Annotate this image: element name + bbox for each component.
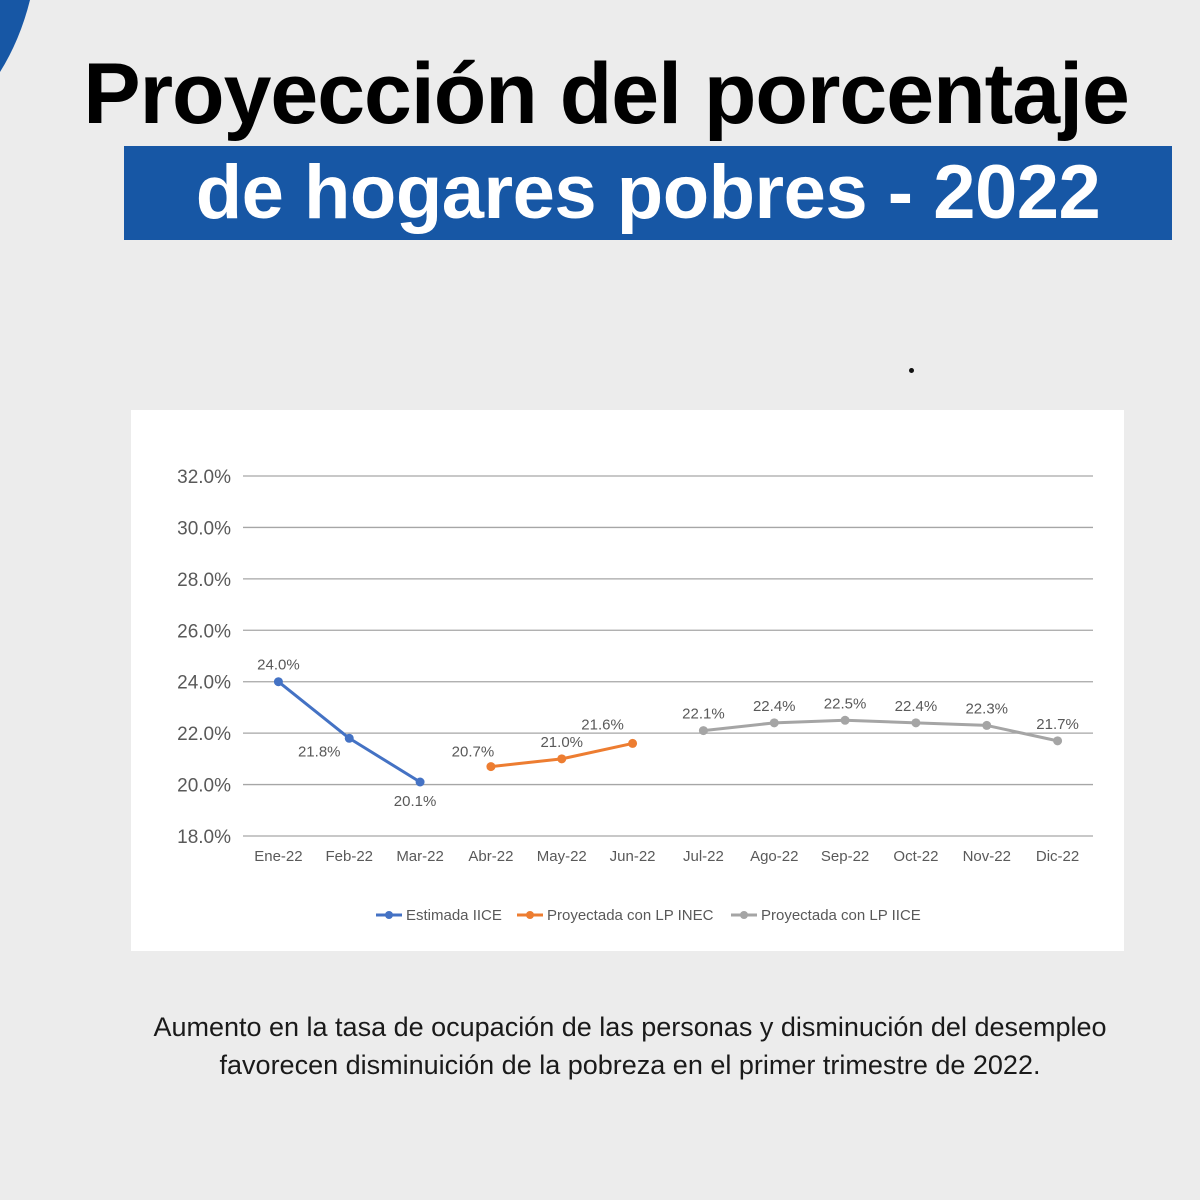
x-tick-label: Jun-22: [610, 848, 656, 865]
y-tick-label: 26.0%: [177, 621, 231, 642]
y-tick-label: 24.0%: [177, 673, 231, 694]
x-tick-label: Jul-22: [683, 848, 724, 865]
x-tick-label: Mar-22: [396, 848, 444, 865]
x-tick-label: Ene-22: [254, 848, 302, 865]
y-tick-label: 18.0%: [177, 827, 231, 848]
data-label: 22.5%: [824, 695, 867, 712]
x-tick-label: Oct-22: [893, 848, 938, 865]
x-tick-label: Nov-22: [963, 848, 1011, 865]
legend-label: Proyectada con LP IICE: [761, 907, 921, 924]
y-tick-label: 30.0%: [177, 518, 231, 539]
data-point: [628, 738, 638, 748]
chart-panel: 18.0% 20.0% 22.0% 24.0% 26.0% 28.0% 30.0% 32.0%…: [131, 410, 1124, 951]
data-label: 20.1%: [394, 793, 437, 810]
x-tick-label: Abr-22: [468, 848, 513, 865]
data-point: [982, 720, 992, 730]
y-tick-label: 28.0%: [177, 570, 231, 591]
x-tick-label: Sep-22: [821, 848, 869, 865]
data-label: 22.1%: [682, 706, 725, 723]
x-tick-label: Feb-22: [325, 848, 373, 865]
data-label: 24.0%: [257, 657, 300, 674]
data-label: 21.0%: [540, 734, 583, 751]
y-tick-label: 32.0%: [177, 467, 231, 488]
data-point: [840, 715, 850, 725]
legend-label: Estimada IICE: [406, 907, 502, 924]
data-point: [769, 718, 779, 728]
data-label: 22.3%: [965, 700, 1008, 717]
legend-marker: [385, 911, 393, 919]
x-tick-label: May-22: [537, 848, 587, 865]
stray-dot: [909, 368, 914, 373]
data-point: [486, 762, 496, 772]
line-chart: 18.0% 20.0% 22.0% 24.0% 26.0% 28.0% 30.0% 32.0%…: [177, 467, 1093, 924]
title-highlight-box: [124, 146, 1172, 240]
data-label: 21.6%: [581, 716, 624, 733]
legend-marker: [526, 911, 534, 919]
data-point: [344, 733, 354, 743]
y-tick-label: 20.0%: [177, 776, 231, 797]
page-title-line-1: Proyección del porcentaje: [83, 46, 1130, 142]
legend-marker: [740, 911, 748, 919]
series-line: [703, 718, 1058, 743]
x-tick-label: Dic-22: [1036, 848, 1079, 865]
data-label: 22.4%: [753, 698, 796, 715]
x-tick-label: Ago-22: [750, 848, 798, 865]
caption-line-1: Aumento en la tasa de ocupación de las p…: [153, 1012, 1107, 1042]
chart-caption: Aumento en la tasa de ocupación de las p…: [80, 1008, 1180, 1084]
data-point: [273, 677, 283, 687]
data-point: [415, 777, 425, 787]
caption-line-2: favorecen disminuición de la pobreza en …: [219, 1050, 1041, 1080]
data-point: [1053, 736, 1063, 746]
y-tick-label: 22.0%: [177, 724, 231, 745]
data-point: [698, 726, 708, 736]
data-label: 21.7%: [1036, 716, 1079, 733]
data-label: 22.4%: [895, 698, 938, 715]
legend-label: Proyectada con LP INEC: [547, 907, 714, 924]
page-title-line-2: de hogares pobres - 2022: [195, 150, 1101, 235]
data-point: [911, 718, 921, 728]
series-line: [277, 680, 421, 784]
data-point: [557, 754, 567, 764]
data-label: 20.7%: [452, 744, 495, 761]
corner-decoration: [0, 0, 30, 72]
data-label: 21.8%: [298, 743, 341, 760]
